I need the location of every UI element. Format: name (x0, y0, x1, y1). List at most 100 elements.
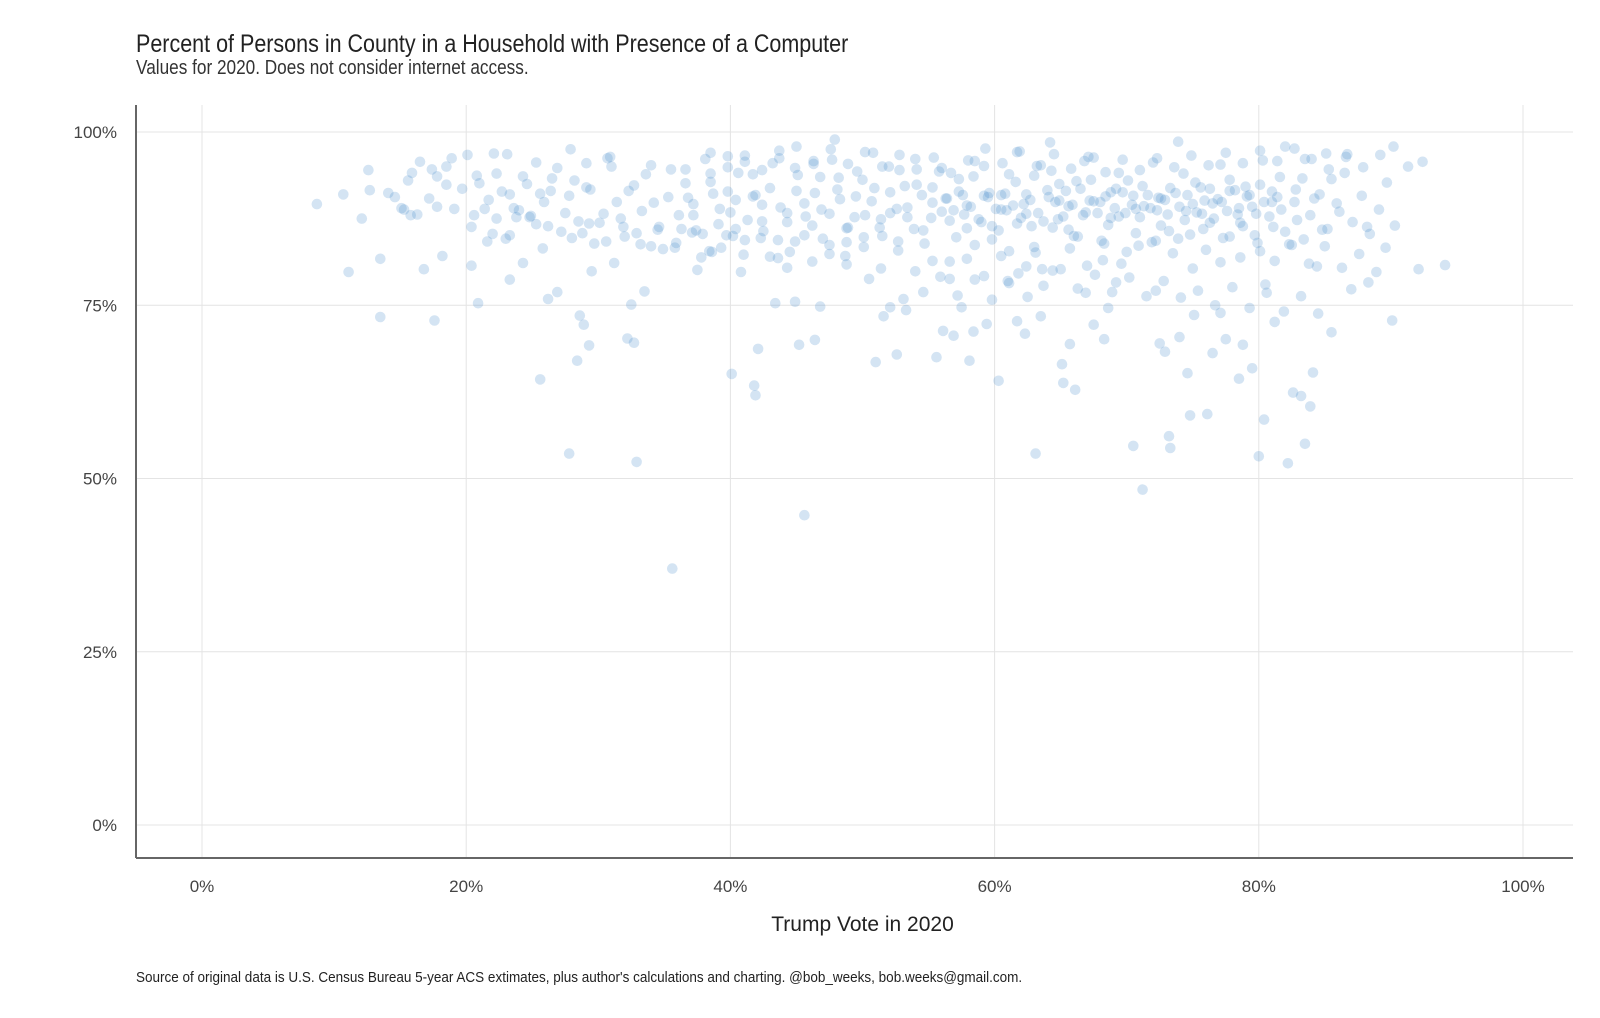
data-point (936, 206, 948, 217)
data-point (1068, 230, 1080, 242)
data-point (739, 234, 751, 246)
data-point (1044, 137, 1056, 148)
data-point (799, 198, 810, 209)
data-point (611, 196, 623, 208)
data-point (1153, 192, 1164, 204)
data-point (1137, 180, 1148, 192)
data-point (1172, 136, 1184, 147)
data-point (1268, 221, 1279, 233)
data-point (894, 164, 905, 176)
data-point (1084, 195, 1095, 206)
data-point (851, 166, 863, 177)
data-point (997, 157, 1008, 169)
data-point (1043, 191, 1055, 203)
data-point (1055, 263, 1066, 275)
data-point (1169, 162, 1180, 173)
data-point (1319, 241, 1331, 252)
data-point (1272, 155, 1283, 167)
data-point (1102, 219, 1114, 231)
data-point (978, 190, 990, 202)
data-point (1305, 209, 1316, 221)
data-point (1030, 247, 1041, 258)
data-point (1151, 205, 1163, 216)
data-point (690, 225, 702, 236)
data-point (978, 270, 990, 282)
data-point (431, 171, 443, 182)
data-point (1250, 208, 1262, 220)
data-point (673, 209, 685, 221)
data-point (631, 227, 642, 239)
data-point (1286, 239, 1298, 251)
data-point (1102, 302, 1114, 314)
data-point (1357, 162, 1369, 173)
data-point (1025, 194, 1036, 206)
x-tick-label: 40% (713, 877, 747, 896)
data-point (721, 230, 732, 241)
data-point (940, 193, 951, 204)
data-point (826, 154, 838, 165)
data-point (426, 164, 438, 175)
data-point (1081, 260, 1093, 272)
data-point (697, 228, 708, 240)
data-point (1221, 205, 1233, 217)
data-point (1117, 187, 1128, 198)
data-point (429, 315, 440, 326)
data-point (511, 211, 522, 223)
data-point (1054, 195, 1065, 206)
data-point (857, 174, 868, 186)
y-tick-label: 0% (92, 816, 117, 835)
data-point (816, 204, 827, 215)
data-point (483, 194, 495, 206)
data-point (441, 161, 452, 172)
data-point (878, 311, 889, 322)
data-point (1172, 233, 1184, 244)
data-point (1220, 147, 1232, 159)
gridlines (136, 105, 1573, 858)
data-point (775, 202, 786, 213)
data-point (468, 209, 480, 221)
data-point (1071, 175, 1082, 187)
data-point (1158, 275, 1169, 287)
data-point (781, 216, 793, 228)
data-point (945, 167, 957, 179)
data-point (1003, 277, 1015, 289)
data-point (1179, 214, 1191, 226)
data-point (944, 256, 955, 267)
data-point (944, 273, 955, 285)
data-point (491, 213, 502, 224)
data-point (1162, 209, 1173, 220)
data-point (725, 207, 736, 218)
data-point (1174, 331, 1185, 343)
data-point (1163, 430, 1175, 442)
data-point (524, 211, 535, 223)
data-point (956, 302, 967, 313)
data-point (1375, 149, 1386, 161)
data-point (981, 318, 992, 330)
data-point (431, 201, 443, 213)
data-point (1340, 151, 1352, 163)
data-point (1147, 157, 1159, 168)
data-point (1278, 306, 1290, 317)
data-point (772, 234, 784, 246)
data-point (1229, 184, 1241, 196)
data-point (1145, 202, 1156, 214)
data-point (1363, 277, 1374, 288)
data-point (639, 286, 650, 297)
data-point (356, 213, 368, 224)
data-point (472, 297, 484, 309)
data-point (1110, 183, 1122, 195)
data-point (825, 144, 837, 155)
data-point (1064, 338, 1076, 350)
data-point (375, 253, 386, 265)
data-point (867, 147, 879, 159)
data-point (1003, 245, 1015, 257)
data-point (669, 242, 681, 253)
data-point (1128, 190, 1139, 202)
data-point (1289, 143, 1300, 154)
data-point (859, 209, 871, 221)
data-point (1159, 194, 1171, 206)
data-point (1227, 281, 1238, 293)
data-point (1215, 257, 1226, 268)
data-point (958, 209, 970, 220)
data-point (583, 340, 595, 351)
